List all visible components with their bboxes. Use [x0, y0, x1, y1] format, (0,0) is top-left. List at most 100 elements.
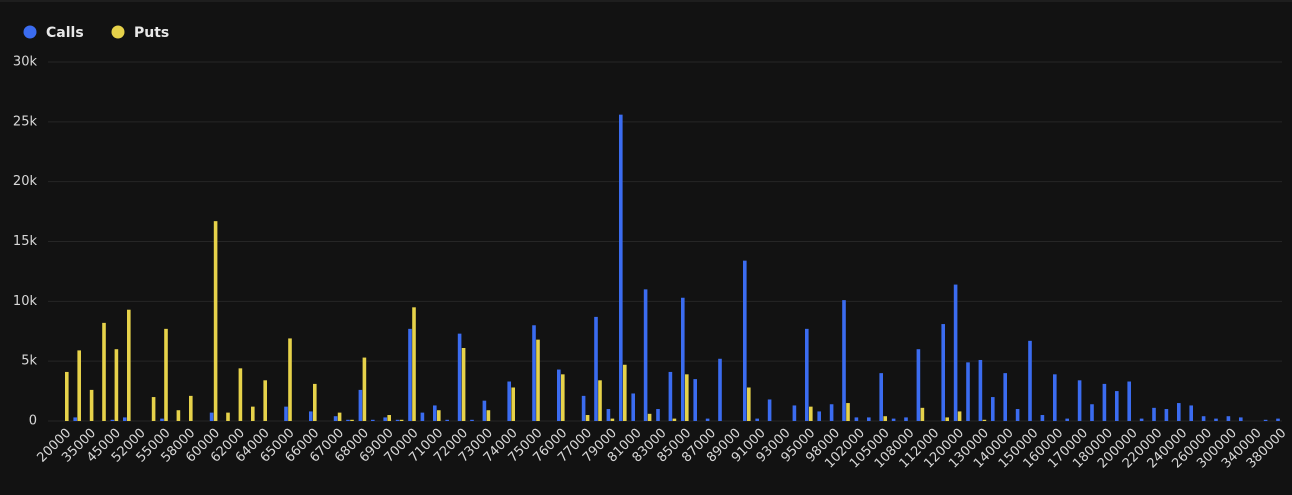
bar	[433, 405, 437, 421]
bar	[1226, 416, 1231, 421]
bar	[263, 380, 267, 421]
bar	[1189, 405, 1193, 421]
bar	[333, 416, 338, 421]
bar	[982, 419, 987, 421]
bar	[358, 389, 363, 421]
bar	[966, 362, 970, 421]
bar	[77, 350, 81, 421]
bar	[164, 328, 168, 421]
bar	[883, 416, 887, 421]
bar	[73, 417, 77, 421]
bar	[747, 387, 751, 421]
bar	[619, 114, 623, 422]
y-tick-label: 30k	[13, 55, 38, 70]
bar	[189, 395, 193, 421]
bar	[867, 417, 871, 421]
bar	[606, 409, 611, 421]
bar	[805, 328, 809, 421]
bar	[1115, 391, 1119, 421]
bar	[123, 417, 127, 421]
bar	[1040, 415, 1045, 421]
bar	[346, 419, 350, 421]
bar	[209, 412, 214, 421]
bar	[89, 389, 94, 421]
bar	[470, 419, 474, 421]
bar	[610, 418, 615, 421]
bar	[1053, 374, 1057, 421]
bar	[991, 397, 995, 421]
bar	[945, 417, 949, 421]
bar	[65, 371, 69, 421]
bar	[1015, 409, 1020, 421]
bar	[846, 403, 850, 421]
bar	[486, 410, 491, 421]
bar	[1214, 418, 1218, 421]
bar	[213, 221, 218, 421]
bar	[1077, 380, 1082, 421]
bar	[511, 387, 515, 421]
bar	[767, 399, 772, 421]
legend-label: Calls	[46, 25, 84, 41]
bar	[238, 368, 243, 421]
y-tick-label: 20k	[13, 174, 38, 189]
bar	[842, 300, 846, 421]
bar	[350, 419, 354, 421]
bar	[916, 349, 921, 421]
bar	[532, 325, 536, 421]
bar	[1003, 373, 1007, 421]
bar	[151, 397, 156, 421]
bar	[561, 374, 565, 421]
bar	[792, 405, 797, 421]
bar	[1028, 340, 1032, 421]
bar	[412, 307, 416, 421]
bar	[668, 371, 673, 421]
bar	[251, 406, 255, 421]
bar	[337, 412, 342, 421]
bar	[536, 339, 540, 421]
bar	[399, 419, 404, 421]
bar	[681, 297, 685, 421]
bar	[445, 419, 449, 421]
bar	[1276, 418, 1280, 421]
bar	[647, 413, 652, 421]
bar	[581, 395, 586, 421]
bar	[1139, 418, 1144, 421]
bar	[1239, 417, 1243, 421]
bar	[313, 383, 317, 421]
bar	[693, 379, 697, 421]
bar	[656, 409, 660, 421]
bar	[978, 359, 983, 421]
bar	[102, 322, 106, 421]
bar	[387, 415, 391, 421]
y-tick-label: 25k	[13, 114, 38, 129]
bar	[829, 404, 834, 421]
bar	[1201, 416, 1206, 421]
bar	[891, 418, 896, 421]
bar	[817, 411, 821, 421]
bar	[1065, 418, 1069, 421]
bar	[176, 410, 181, 421]
bar	[1177, 403, 1181, 421]
bar	[1152, 407, 1156, 421]
bar	[408, 328, 412, 421]
bar	[461, 348, 466, 421]
bar	[631, 393, 635, 421]
bar	[585, 415, 590, 421]
bar	[362, 357, 367, 421]
bar	[643, 289, 648, 421]
bar	[383, 417, 387, 421]
bar	[879, 373, 883, 421]
bar	[755, 418, 759, 421]
y-tick-label: 10k	[13, 294, 38, 309]
bar	[718, 358, 722, 421]
bar	[1090, 404, 1094, 421]
bar	[371, 419, 375, 421]
y-tick-label: 5k	[21, 354, 37, 369]
bar	[1127, 381, 1131, 421]
bar	[1263, 419, 1268, 421]
bar	[127, 309, 131, 421]
bar	[953, 284, 958, 421]
bar	[160, 418, 164, 421]
bar	[226, 412, 230, 421]
